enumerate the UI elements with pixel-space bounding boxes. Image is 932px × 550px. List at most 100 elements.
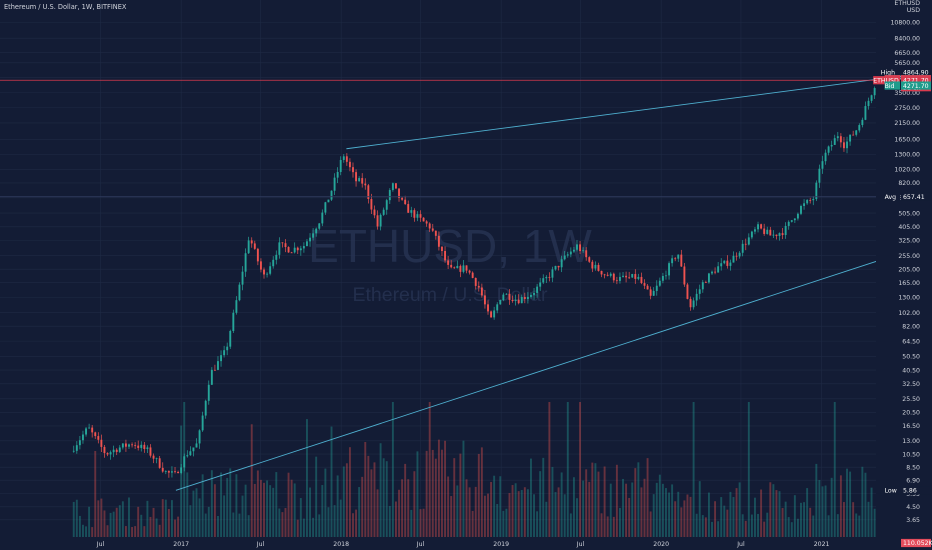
price-label-value-bg <box>901 486 931 495</box>
candle-body <box>812 199 815 201</box>
volume-bar <box>247 515 250 537</box>
volume-bar <box>757 513 759 537</box>
volume-bar <box>726 509 729 537</box>
candle-body <box>511 299 514 302</box>
volume-bar <box>161 499 164 537</box>
volume-bar <box>671 484 674 537</box>
price-label-value-bg <box>901 76 931 85</box>
volume-bar <box>198 498 201 537</box>
volume-bar <box>330 426 333 537</box>
price-label-tag: Low <box>885 488 897 495</box>
price-tick-label: 6.90 <box>906 477 920 484</box>
volume-bar <box>493 475 496 537</box>
volume-bar <box>796 518 799 537</box>
time-axis[interactable]: Jul 2017 Jul 2018 Jul 2019 Jul 2020 Jul 2021 <box>0 537 876 550</box>
volume-bar <box>143 526 146 537</box>
candle-body <box>269 266 272 274</box>
candle-body <box>861 119 864 126</box>
volume-bar <box>355 509 358 537</box>
candle-body <box>517 299 520 304</box>
candle-body <box>94 432 97 437</box>
volume-bar <box>453 458 456 537</box>
candle-body <box>143 444 146 450</box>
candle-body <box>385 200 388 210</box>
volume-bar <box>385 461 388 537</box>
price-label-bid: Bid 4271.70 <box>884 81 931 90</box>
volume-bar <box>800 502 802 537</box>
candle-body <box>186 455 189 457</box>
price-tick-label: 40.50 <box>902 367 920 374</box>
candle-body <box>855 130 858 135</box>
candle-body <box>680 254 683 267</box>
volume-bar <box>499 476 502 537</box>
time-tick-label: 2020 <box>653 541 669 548</box>
trendline[interactable] <box>175 73 932 491</box>
candle-body <box>355 172 358 182</box>
candle-body <box>447 260 450 265</box>
volume-bar <box>263 482 265 537</box>
volume-bar <box>373 462 376 537</box>
volume-bar <box>471 510 474 537</box>
watermark-name: Ethereum / U.S. Dollar <box>352 284 548 306</box>
candle-body <box>121 443 124 448</box>
price-axis[interactable] <box>876 0 932 550</box>
price-label-value: 4864.90 <box>903 69 929 76</box>
volume-bar <box>290 479 293 537</box>
candle-body <box>836 136 839 139</box>
volume-bar <box>115 507 118 537</box>
candle-body <box>103 446 106 454</box>
symbol-title[interactable]: Ethereum / U.S. Dollar, 1W, BITFINEX <box>4 3 127 11</box>
volume-bar <box>152 507 155 537</box>
candle-body <box>536 286 539 293</box>
volume-bar <box>536 511 539 537</box>
volume-bar <box>692 402 695 537</box>
candle-body <box>729 262 732 266</box>
trendline[interactable] <box>346 44 932 150</box>
price-tick-label: 8400.00 <box>894 35 920 42</box>
volume-bar <box>315 456 318 537</box>
candle-body <box>140 444 143 448</box>
candle-body <box>741 243 744 253</box>
candle-body <box>416 214 419 218</box>
volume-bar <box>674 501 677 537</box>
volume-bar <box>698 481 701 537</box>
candle-body <box>689 298 692 308</box>
candle-body <box>177 471 180 474</box>
volume-bar <box>204 513 207 537</box>
volume-bar <box>407 479 410 537</box>
volume-bar <box>78 515 81 537</box>
trendline-layer[interactable] <box>175 44 932 491</box>
volume-bar <box>235 474 238 537</box>
volume-bar <box>91 527 94 537</box>
candle-body <box>348 161 351 168</box>
candle-body <box>152 455 155 459</box>
volume-bar <box>226 477 229 537</box>
volume-bar <box>462 440 465 537</box>
price-tick-label: 2150.00 <box>894 120 920 127</box>
volume-bar <box>815 463 818 537</box>
volume-bar <box>140 514 143 537</box>
candle-body <box>735 255 738 257</box>
volume-bar <box>689 496 692 537</box>
price-axis-unit-bottom: USD <box>907 7 920 14</box>
candle-body <box>800 205 802 214</box>
candle-body <box>226 346 229 351</box>
volume-bar <box>867 501 870 537</box>
candle-body <box>456 265 459 269</box>
candle-body <box>873 88 876 96</box>
volume-bar <box>652 494 655 537</box>
volume-bar <box>576 498 578 537</box>
candle-body <box>293 247 296 253</box>
volume-bar <box>275 472 278 537</box>
candle-body <box>622 275 624 277</box>
candle-body <box>530 294 532 297</box>
candle-body <box>232 312 235 331</box>
volume-bar <box>754 497 756 537</box>
volume-bar <box>557 487 560 537</box>
volume-bar <box>404 463 407 537</box>
candle-body <box>272 259 275 267</box>
price-label-value-bg <box>901 192 931 201</box>
volume-bar <box>505 508 508 537</box>
price-tick-label: 10.50 <box>902 451 920 458</box>
